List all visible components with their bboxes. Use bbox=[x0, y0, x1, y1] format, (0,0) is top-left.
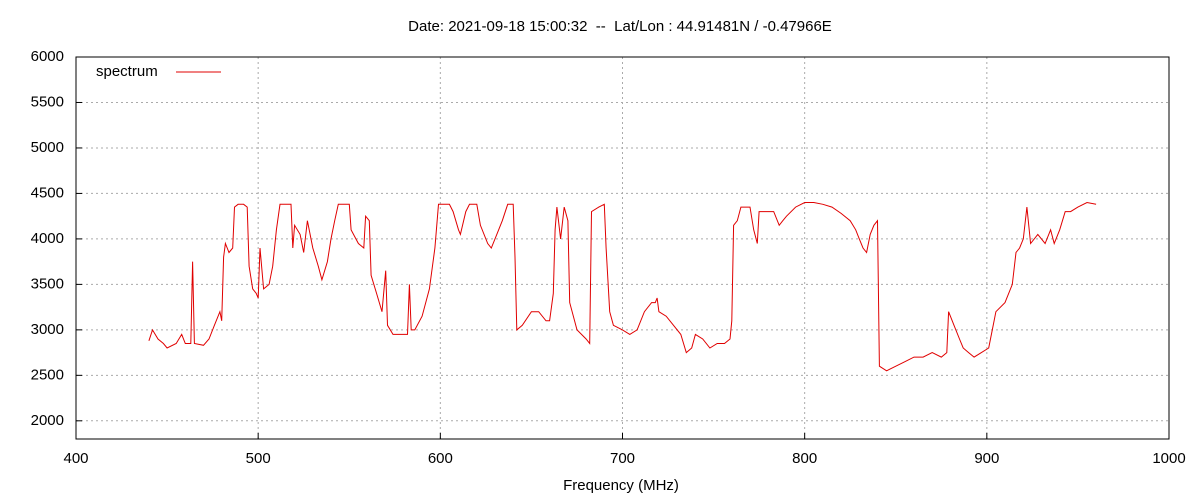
y-tick-label: 5500 bbox=[31, 93, 64, 110]
x-tick-label: 500 bbox=[246, 450, 271, 467]
y-tick-label: 2500 bbox=[31, 366, 64, 383]
x-tick-label: 400 bbox=[63, 450, 88, 467]
y-tick-label: 5000 bbox=[31, 139, 64, 156]
x-tick-label: 800 bbox=[792, 450, 817, 467]
x-tick-label: 700 bbox=[610, 450, 635, 467]
y-tick-label: 3500 bbox=[31, 275, 64, 292]
x-tick-label: 600 bbox=[428, 450, 453, 467]
legend-label: spectrum bbox=[96, 63, 158, 80]
y-tick-label: 2000 bbox=[31, 412, 64, 429]
x-axis-label: Frequency (MHz) bbox=[563, 477, 679, 494]
y-tick-label: 6000 bbox=[31, 48, 64, 65]
x-tick-label: 1000 bbox=[1152, 450, 1185, 467]
y-tick-label: 4000 bbox=[31, 230, 64, 247]
chart-title: Date: 2021-09-18 15:00:32 -- Lat/Lon : 4… bbox=[408, 18, 832, 35]
plot-frame bbox=[75, 56, 1170, 440]
y-tick-label: 4500 bbox=[31, 184, 64, 201]
y-tick-label: 3000 bbox=[31, 321, 64, 338]
x-tick-label: 900 bbox=[974, 450, 999, 467]
spectrum-line bbox=[148, 201, 1097, 372]
